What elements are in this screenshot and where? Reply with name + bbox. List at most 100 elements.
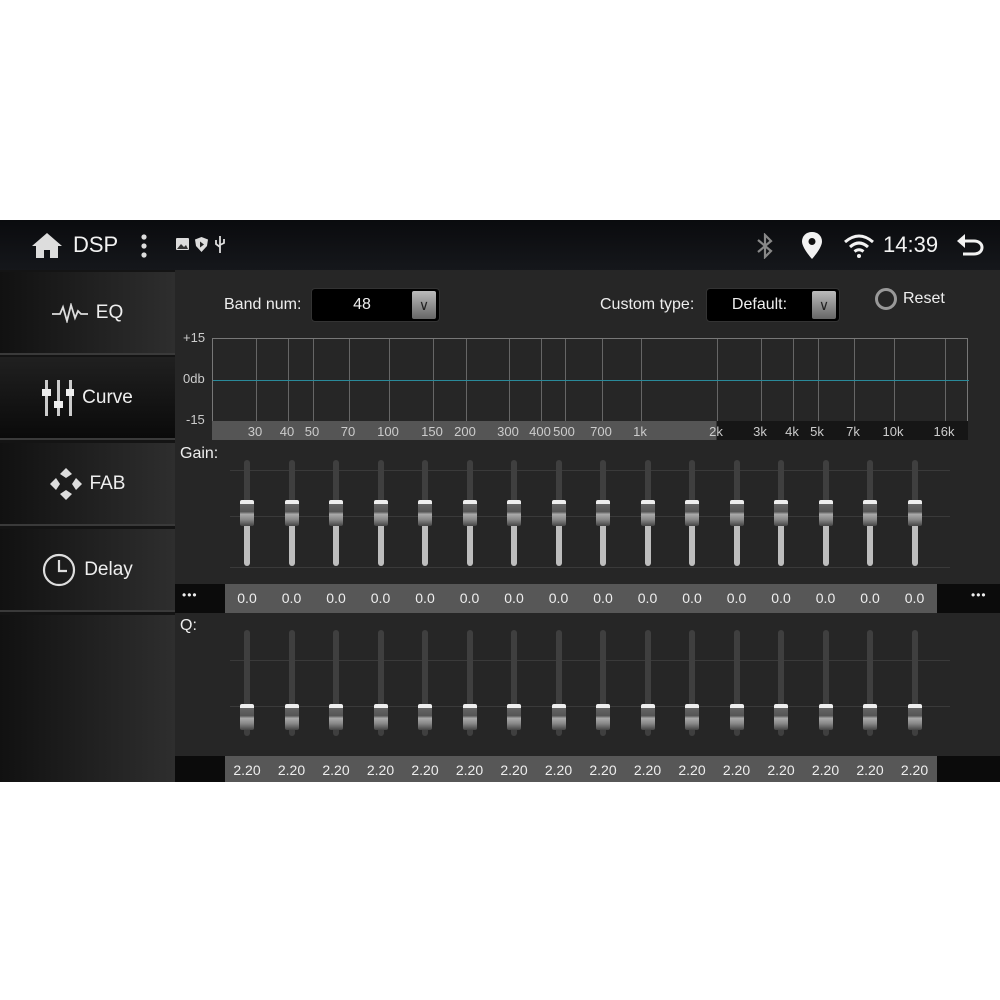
slider-thumb[interactable] [418,500,432,526]
slider-thumb[interactable] [240,703,254,730]
slider-thumb[interactable] [462,500,477,526]
slider-thumb[interactable] [596,500,610,526]
grid-line [509,339,510,423]
q-value: 2.20 [811,762,840,778]
q-slider[interactable] [911,630,918,736]
slider-thumb[interactable] [551,703,566,730]
slider-thumb[interactable] [818,703,833,730]
gain-value: 0.0 [370,590,391,606]
custom-type-dropdown[interactable]: Default: ∨ [706,288,840,322]
q-value: 2.20 [856,762,884,778]
wifi-icon [844,234,874,258]
slider-thumb[interactable] [729,500,744,526]
slider-thumb[interactable] [596,703,610,730]
grid-line [466,339,467,423]
q-value: 2.20 [678,762,706,778]
grid-line [349,339,350,423]
back-icon[interactable] [956,234,984,256]
band-num-value: 48 [353,296,371,313]
band-num-label: Band num: [224,296,302,313]
slider-thumb[interactable] [685,703,699,730]
slider-thumb[interactable] [507,703,521,730]
x-tick: 400 [529,424,551,439]
q-slider[interactable] [822,630,829,736]
q-slider[interactable] [244,630,250,736]
q-value: 2.20 [233,762,261,778]
custom-type-label: Custom type: [600,296,695,313]
x-tick: 10k [882,424,904,439]
slider-thumb[interactable] [462,703,477,730]
grid-line [433,339,434,423]
slider-thumb[interactable] [284,500,299,526]
q-slider[interactable] [466,630,473,736]
slider-thumb[interactable] [774,500,788,526]
more-vert-icon[interactable] [140,233,148,259]
sidebar-item-curve[interactable]: Curve [0,357,175,440]
slider-thumb[interactable] [774,703,788,730]
grid-line [894,339,895,423]
grid-line [717,339,718,423]
grid-line [565,339,566,423]
q-slider[interactable] [511,630,517,736]
x-tick: 3k [753,424,767,439]
curve-line [213,380,969,381]
slider-thumb[interactable] [551,500,566,526]
reset-radio[interactable]: Reset [875,288,945,310]
slider-thumb[interactable] [863,703,877,730]
guide-line [230,706,950,707]
q-slider[interactable] [867,630,873,736]
grid-line [256,339,257,423]
slider-thumb[interactable] [640,500,655,526]
gain-sliders [175,441,1000,584]
slider-thumb[interactable] [284,703,299,730]
q-slider[interactable] [422,630,428,736]
q-slider[interactable] [689,630,695,736]
q-value: 2.20 [366,762,395,778]
x-tick: 30 [247,424,263,439]
sidebar-item-delay[interactable]: Delay [0,529,175,612]
slider-thumb[interactable] [907,500,922,526]
q-slider[interactable] [377,630,384,736]
slider-thumb[interactable] [640,703,655,730]
slider-thumb[interactable] [818,500,833,526]
slider-thumb[interactable] [240,500,254,526]
slider-thumb[interactable] [729,703,744,730]
sidebar-item-label: Delay [84,558,133,580]
more-icon: ••• [971,588,987,602]
slider-thumb[interactable] [329,703,343,730]
grid-line [761,339,762,423]
x-tick: 4k [785,424,799,439]
gain-prev-button[interactable]: ••• [175,584,225,613]
band-num-dropdown[interactable]: 48 ∨ [311,288,440,322]
slider-thumb[interactable] [373,500,388,526]
custom-type-value: Default: [731,296,788,313]
sidebar-item-eq[interactable]: EQ [0,272,175,355]
sidebar: EQ Curve FAB Delay [0,270,175,782]
clock-time: 14:39 [883,232,939,257]
q-slider[interactable] [555,630,562,736]
slider-thumb[interactable] [863,500,877,526]
dsp-screen: DSP 14:39 EQ Curve FAB Delay Band num: [0,220,1000,782]
slider-thumb[interactable] [907,703,922,730]
slider-thumb[interactable] [373,703,388,730]
q-slider[interactable] [600,630,606,736]
sidebar-item-fab[interactable]: FAB [0,443,175,526]
q-slider[interactable] [778,630,784,736]
gain-value: 0.0 [548,590,569,606]
q-value: 2.20 [544,762,573,778]
gain-next-button[interactable]: ••• [937,584,1000,613]
grid-line [945,339,946,423]
q-slider[interactable] [333,630,339,736]
slider-thumb[interactable] [329,500,343,526]
sliders-icon [42,379,75,416]
q-value: 2.20 [767,762,795,778]
slider-thumb[interactable] [685,500,699,526]
q-slider[interactable] [644,630,651,736]
home-icon[interactable] [31,231,63,259]
slider-thumb[interactable] [507,500,521,526]
slider-thumb[interactable] [418,703,432,730]
gain-value: 0.0 [237,590,257,606]
q-slider[interactable] [733,630,740,736]
q-slider[interactable] [288,630,295,736]
status-bar: DSP 14:39 [0,220,1000,270]
